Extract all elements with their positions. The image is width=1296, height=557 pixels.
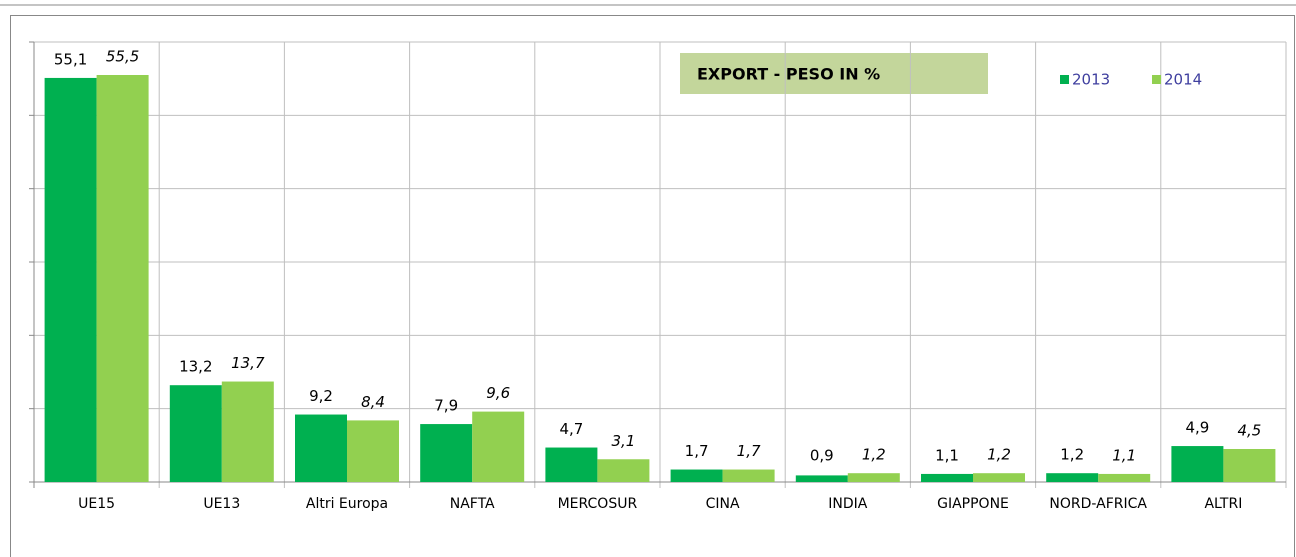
data-label: 8,4	[361, 393, 385, 411]
x-tick-label: ALTRI	[1204, 496, 1242, 512]
bar	[973, 473, 1025, 482]
bar	[1223, 449, 1276, 482]
x-tick-label: NORD-AFRICA	[1049, 496, 1147, 512]
legend-swatch	[1060, 75, 1069, 84]
data-label: 1,7	[685, 442, 709, 460]
legend-label: 2014	[1164, 71, 1202, 89]
bar	[795, 475, 848, 482]
data-label: 1,7	[737, 442, 761, 460]
bar	[722, 469, 775, 482]
x-tick-label: INDIA	[828, 496, 868, 512]
data-label: 9,6	[486, 384, 510, 402]
data-label: 4,9	[1185, 419, 1209, 437]
bar	[295, 414, 347, 482]
data-label: 1,2	[1060, 446, 1084, 464]
legend-swatch	[1152, 75, 1161, 84]
bar	[921, 473, 973, 482]
bar	[44, 77, 97, 482]
data-label: 9,2	[309, 387, 333, 405]
data-label: 4,5	[1237, 422, 1261, 440]
bar	[670, 469, 723, 482]
x-tick-label: CINA	[706, 496, 740, 512]
bar	[420, 424, 473, 482]
legend-label: 2013	[1072, 71, 1110, 89]
chart-title: EXPORT - PESO IN %	[697, 65, 880, 84]
bar	[597, 459, 650, 482]
data-label: 1,2	[987, 446, 1011, 464]
data-label: 1,1	[1112, 446, 1136, 464]
data-label: 1,2	[862, 446, 886, 464]
bar	[847, 473, 900, 482]
bar	[1098, 473, 1151, 482]
bar	[1046, 473, 1099, 482]
bar	[169, 385, 222, 482]
bar	[96, 75, 149, 482]
data-label: 7,9	[434, 397, 458, 415]
data-label: 4,7	[559, 420, 583, 438]
bar	[221, 381, 274, 482]
x-tick-label: UE13	[203, 496, 240, 512]
data-label: 0,9	[810, 447, 834, 465]
data-label: 13,2	[179, 358, 212, 376]
x-tick-label: Altri Europa	[306, 496, 388, 512]
bar	[1171, 446, 1224, 482]
data-label: 55,5	[106, 48, 139, 66]
data-label: 1,1	[935, 446, 959, 464]
data-label: 55,1	[54, 50, 87, 68]
data-label: 13,7	[231, 354, 265, 372]
bar	[545, 447, 598, 482]
data-label: 3,1	[611, 432, 635, 450]
bar	[472, 411, 525, 482]
bar	[347, 420, 399, 482]
x-tick-label: UE15	[78, 496, 115, 512]
title-box	[680, 53, 988, 94]
x-tick-label: GIAPPONE	[937, 496, 1009, 512]
x-tick-label: NAFTA	[450, 496, 495, 512]
x-tick-label: MERCOSUR	[558, 496, 638, 512]
chart-frame	[10, 15, 1295, 557]
